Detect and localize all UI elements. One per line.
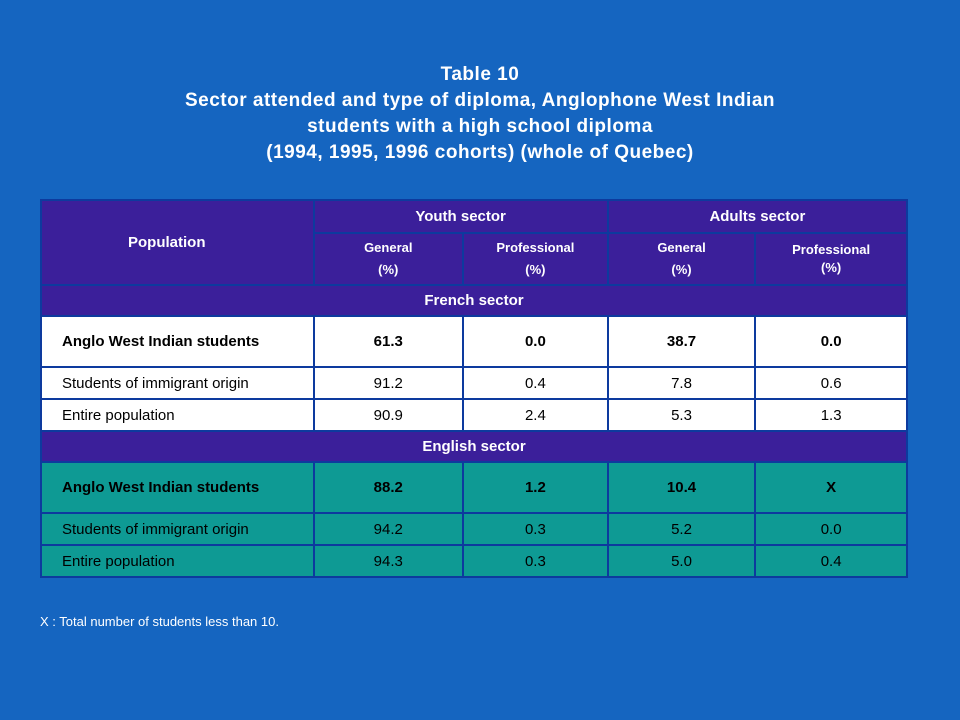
title-line-1: Table 10 [440,64,520,85]
cell: 1.2 [462,461,609,514]
footnote: X : Total number of students less than 1… [40,614,279,629]
row-label: Anglo West Indian students [40,315,315,368]
cell: 0.0 [462,315,609,368]
cell: 1.3 [754,398,908,432]
population-header: Population [40,199,315,286]
cell: 94.2 [312,512,465,546]
cell: 0.3 [462,544,609,578]
row-label: Students of immigrant origin [40,512,315,546]
cell: 90.9 [312,398,465,432]
title-line-3: students with a high school diploma [307,116,653,137]
table-row: Entire population 90.9 2.4 5.3 1.3 [40,398,908,432]
cell: 0.3 [462,512,609,546]
table-row: Students of immigrant origin 94.2 0.3 5.… [40,512,908,546]
row-label: Entire population [40,398,315,432]
table-row: Anglo West Indian students 88.2 1.2 10.4… [40,461,908,514]
cell: 38.7 [606,315,757,368]
adults-sector-header: Adults sector [606,199,909,234]
cell: 88.2 [312,461,465,514]
row-label: Students of immigrant origin [40,366,315,400]
table-row: Anglo West Indian students 61.3 0.0 38.7… [40,315,908,368]
cell: 94.3 [312,544,465,578]
cell: 10.4 [606,461,757,514]
table-row: Students of immigrant origin 91.2 0.4 7.… [40,366,908,400]
english-sector-label: English sector [40,430,908,463]
diploma-table: Population Youth sector Adults sector Ge… [40,199,909,578]
table-row: Entire population 94.3 0.3 5.0 0.4 [40,544,908,578]
cell: X [754,461,908,514]
title-line-2: Sector attended and type of diploma, Ang… [184,90,776,111]
row-label: Anglo West Indian students [40,461,315,514]
cell: 5.3 [606,398,757,432]
row-label: Entire population [40,544,315,578]
cell: 0.0 [754,315,908,368]
cell: 5.2 [606,512,757,546]
youth-sector-header: Youth sector [312,199,609,234]
adults-professional-header: Professional (%) [754,232,908,286]
adults-general-header: General (%) [606,232,757,286]
french-sector-label: French sector [40,284,908,317]
cell: 5.0 [606,544,757,578]
cell: 7.8 [606,366,757,400]
youth-professional-header: Professional (%) [462,232,609,286]
youth-general-header: General (%) [312,232,465,286]
cell: 91.2 [312,366,465,400]
table-title: Table 10 Sector attended and type of dip… [0,62,960,166]
cell: 0.4 [754,544,908,578]
cell: 2.4 [462,398,609,432]
title-line-4: (1994, 1995, 1996 cohorts) (whole of Que… [266,142,694,163]
cell: 0.0 [754,512,908,546]
cell: 61.3 [312,315,465,368]
cell: 0.6 [754,366,908,400]
cell: 0.4 [462,366,609,400]
